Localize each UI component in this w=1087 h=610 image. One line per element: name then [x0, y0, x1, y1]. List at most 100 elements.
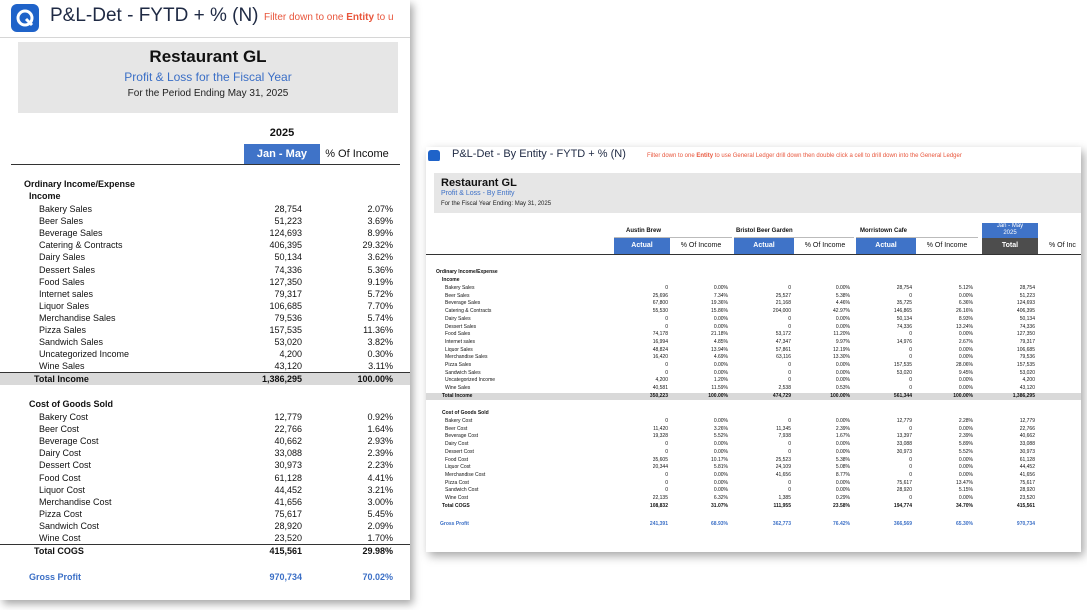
entity-table-row[interactable]: Dairy Sales 0 0.00% 0 0.00% 50,134 8.93% 50,134: [426, 316, 1081, 323]
table-row[interactable]: Liquor Sales 106,685 7.70%: [0, 300, 410, 312]
entity-gross-profit-row-cell: 241,391: [649, 521, 668, 527]
table-row[interactable]: Internet sales 79,317 5.72%: [0, 288, 410, 300]
entity-table-row-cell: 43,120: [1019, 385, 1035, 392]
table-row[interactable]: Dairy Sales 50,134 3.62%: [0, 251, 410, 263]
entity-table-row[interactable]: Uncategorized Income 4,200 1.20% 0 0.00% 0 0.0…: [426, 377, 1081, 384]
entity-table-row[interactable]: Beer Cost 11,420 3.26% 11,345 2.39% 0 0.00% 22,…: [426, 426, 1081, 433]
table-row-label: Dairy Cost: [39, 448, 82, 459]
entity-table-row[interactable]: Dessert Cost 0 0.00% 0 0.00% 30,973 5.52% 30,97…: [426, 449, 1081, 456]
entity-table-row[interactable]: Food Cost 35,605 10.17% 25,523 5.38% 0 0.00% 61…: [426, 457, 1081, 464]
total-income-row[interactable]: Total Income 1,386,295 100.00%: [0, 372, 410, 385]
col-header-pct[interactable]: % Of Inc: [1049, 242, 1076, 249]
col-header-total[interactable]: Total: [982, 238, 1038, 254]
entity-table-row[interactable]: Wine Sales 40,581 11.59% 2,538 0.53% 0 0.00% 43…: [426, 385, 1081, 392]
entity-table-row[interactable]: Pizza Cost 0 0.00% 0 0.00% 75,617 13.47% 75,617: [426, 480, 1081, 487]
col-header-actual[interactable]: Actual: [614, 238, 670, 254]
table-row[interactable]: Food Cost 61,128 4.41%: [0, 472, 410, 484]
col-header-pct[interactable]: % Of Income: [680, 242, 722, 249]
table-row[interactable]: Uncategorized Income 4,200 0.30%: [0, 348, 410, 360]
table-row[interactable]: Sandwich Sales 53,020 3.82%: [0, 336, 410, 348]
entity-table-row[interactable]: Liquor Cost 20,344 5.81% 24,109 5.08% 0 0.00% 4…: [426, 464, 1081, 471]
entity-table-row-cell: 0: [788, 362, 791, 368]
total-cogs-row[interactable]: Total COGS 415,561 29.98%: [0, 544, 410, 557]
entity-table-row-cell: 11,345: [776, 425, 791, 432]
entity-table-row-cell: 12,779: [1019, 418, 1035, 424]
entity-table-row-cell: 0.53%: [835, 385, 850, 392]
entity-table-row-cell: 41,656: [775, 471, 791, 478]
table-row-value: 61,128: [274, 472, 302, 483]
entity-table-row[interactable]: Dessert Sales 0 0.00% 0 0.00% 74,336 13.24% 74,…: [426, 324, 1081, 331]
col-header-actual[interactable]: Actual: [856, 238, 916, 254]
table-row-label: Merchandise Sales: [39, 312, 116, 323]
col-header-pct[interactable]: % Of Income: [804, 242, 846, 249]
total-income-row-label: Total Income: [34, 374, 89, 384]
table-row-value: 50,134: [274, 252, 302, 263]
entity-table-row-label: Dessert Sales: [445, 323, 477, 330]
table-row[interactable]: Food Sales 127,350 9.19%: [0, 276, 410, 288]
entity-table-row-cell: 19.36%: [711, 300, 728, 307]
entity-table-row-cell: 9.45%: [958, 369, 973, 376]
entity-table-row[interactable]: Catering & Contracts 55,530 15.86% 204,000 4…: [426, 308, 1081, 315]
app-logo-icon[interactable]: [11, 4, 39, 32]
entity-table-row-cell: 1,385: [778, 495, 791, 501]
table-row[interactable]: Merchandise Sales 79,536 5.74%: [0, 312, 410, 324]
entity-table-row-cell: 74,336: [896, 323, 912, 330]
entity-total-cogs-row[interactable]: Total COGS 108,832 31.07% 111,955 23.58% 194,…: [426, 503, 1081, 510]
table-row[interactable]: Liquor Cost 44,452 3.21%: [0, 484, 410, 496]
table-row[interactable]: Wine Cost 23,520 1.70%: [0, 532, 410, 544]
table-row[interactable]: Catering & Contracts 406,395 29.32%: [0, 239, 410, 251]
entity-table-row[interactable]: Bakery Sales 0 0.00% 0 0.00% 28,754 5.12% 28,75…: [426, 285, 1081, 292]
entity-table-row-cell: 12.19%: [833, 346, 850, 353]
entity-table-row[interactable]: Sandwich Cost 0 0.00% 0 0.00% 28,920 5.15% 28,9…: [426, 487, 1081, 494]
col-header-range[interactable]: Jan - May: [244, 144, 320, 164]
app-logo-icon[interactable]: [428, 150, 440, 161]
entity-table-row[interactable]: Food Sales 74,178 21.18% 53,172 11.20% 0 0.00%…: [426, 331, 1081, 338]
entity-table-row-label: Dessert Cost: [445, 448, 474, 455]
table-row[interactable]: Beer Cost 22,766 1.64%: [0, 423, 410, 435]
entity-table-row[interactable]: Pizza Sales 0 0.00% 0 0.00% 157,535 28.06% 157,…: [426, 362, 1081, 369]
table-row[interactable]: Bakery Sales 28,754 2.07%: [0, 203, 410, 215]
table-row[interactable]: Bakery Cost 12,779 0.92%: [0, 411, 410, 423]
table-row[interactable]: Pizza Sales 157,535 11.36%: [0, 324, 410, 336]
table-row[interactable]: Beverage Sales 124,693 8.99%: [0, 227, 410, 239]
entity-cogs-header: Cost of Goods Sold: [442, 410, 489, 416]
entity-table-row[interactable]: Liquor Sales 48,824 13.94% 57,861 12.19% 0 0.0…: [426, 347, 1081, 354]
entity-table-row-cell: 0.00%: [958, 354, 973, 361]
table-row[interactable]: Beer Sales 51,223 3.69%: [0, 215, 410, 227]
entity-table-row[interactable]: Internet sales 16,994 4.85% 47,347 9.97% 14,9…: [426, 339, 1081, 346]
col-header-pct[interactable]: % Of Income: [926, 242, 968, 249]
col-header-pct[interactable]: % Of Income: [325, 148, 389, 160]
table-row[interactable]: Sandwich Cost 28,920 2.09%: [0, 520, 410, 532]
entity-table-row-cell: 0: [665, 471, 668, 478]
table-row[interactable]: Pizza Cost 75,617 5.45%: [0, 508, 410, 520]
entity-table-row-cell: 0.00%: [958, 346, 973, 353]
gross-profit-row[interactable]: Gross Profit 970,734 70.02%: [0, 571, 410, 583]
entity-table-row[interactable]: Dairy Cost 0 0.00% 0 0.00% 33,088 5.89% 33,088: [426, 441, 1081, 448]
entity-table-row[interactable]: Merchandise Cost 0 0.00% 41,656 8.77% 0 0.00% 4…: [426, 472, 1081, 479]
entity-gross-profit-row-cell: 65.30%: [956, 521, 973, 527]
table-row-label: Beer Cost: [39, 424, 80, 435]
entity-table-row-label: Bakery Cost: [445, 418, 473, 424]
entity-table-row[interactable]: Wine Cost 22,135 6.32% 1,385 0.29% 0 0.00% 23,5…: [426, 495, 1081, 502]
table-row[interactable]: Dairy Cost 33,088 2.39%: [0, 447, 410, 459]
table-row-label: Merchandise Cost: [39, 496, 112, 507]
entity-table-row-cell: 157,535: [1016, 362, 1035, 368]
entity-gross-profit-row[interactable]: Gross Profit 241,391 68.93% 362,773 76.42% 36…: [426, 521, 1081, 528]
table-row[interactable]: Beverage Cost 40,662 2.93%: [0, 435, 410, 447]
table-row-pct: 7.70%: [367, 300, 393, 311]
col-header-actual[interactable]: Actual: [734, 238, 794, 254]
entity-table-row-cell: 0.00%: [713, 315, 728, 322]
entity-table-row[interactable]: Beverage Sales 67,800 19.36% 21,168 4.46% 35,…: [426, 300, 1081, 307]
entity-table-row-label: Food Sales: [445, 331, 471, 338]
entity-table-row[interactable]: Beer Sales 25,696 7.34% 25,527 5.38% 0 0.00% 51…: [426, 293, 1081, 300]
table-row[interactable]: Wine Sales 43,120 3.11%: [0, 360, 410, 372]
table-row[interactable]: Merchandise Cost 41,656 3.00%: [0, 496, 410, 508]
entity-table-row[interactable]: Bakery Cost 0 0.00% 0 0.00% 12,779 2.28% 12,779: [426, 418, 1081, 425]
entity-table-row-cell: 0.00%: [835, 448, 850, 455]
entity-total-income-row[interactable]: Total Income 350,223 100.00% 474,729 100.00%…: [426, 393, 1081, 400]
entity-table-row[interactable]: Beverage Cost 19,328 5.52% 7,938 1.67% 13,397…: [426, 433, 1081, 440]
table-row[interactable]: Dessert Cost 30,973 2.23%: [0, 459, 410, 471]
entity-table-row[interactable]: Merchandise Sales 16,420 4.69% 63,116 13.30%…: [426, 354, 1081, 361]
table-row[interactable]: Dessert Sales 74,336 5.36%: [0, 264, 410, 276]
entity-table-row[interactable]: Sandwich Sales 0 0.00% 0 0.00% 53,020 9.45% 53,…: [426, 370, 1081, 377]
